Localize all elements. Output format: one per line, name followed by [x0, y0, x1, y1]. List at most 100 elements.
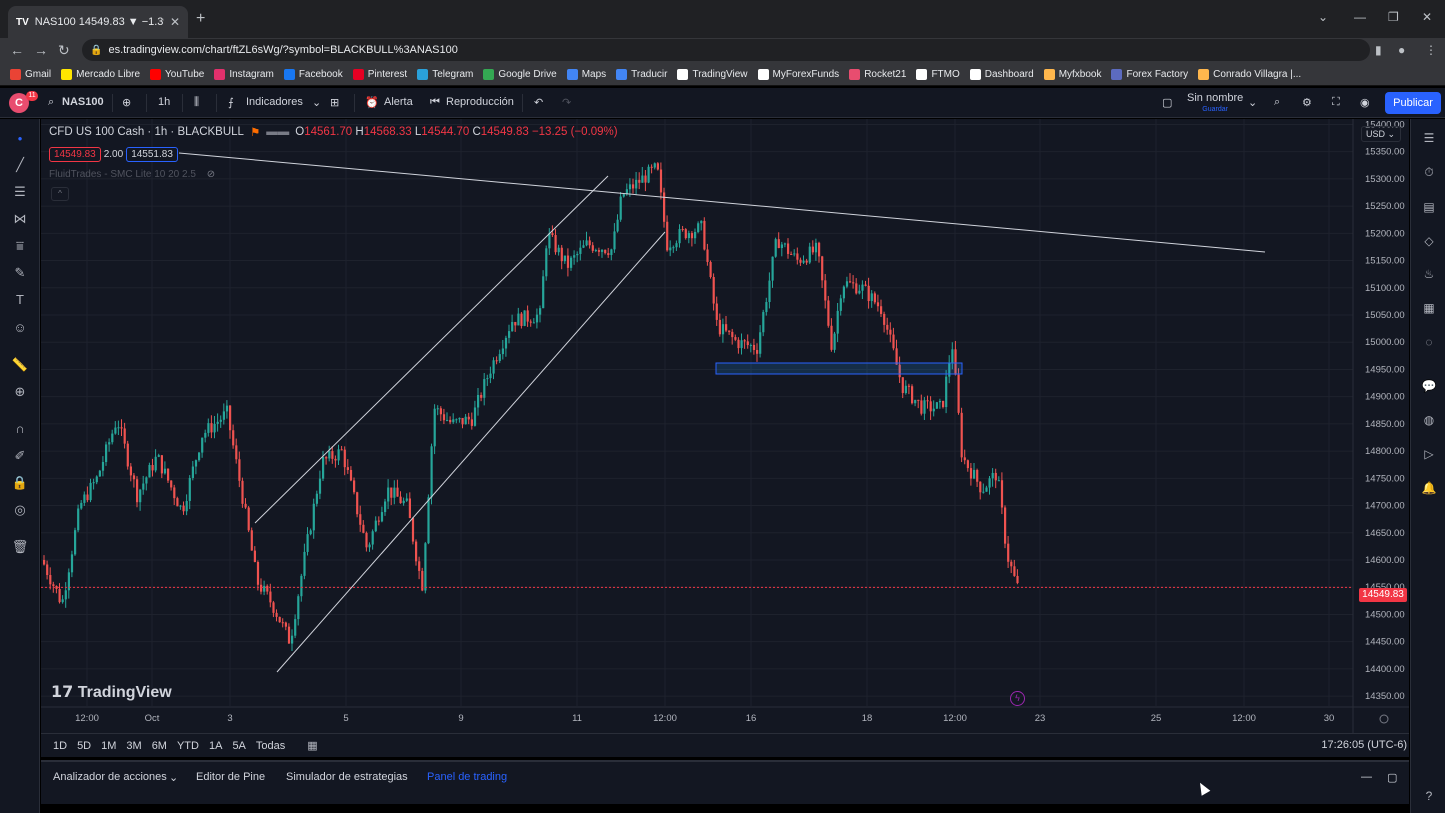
legend-toggle-icon[interactable]: ▬▬	[266, 126, 290, 138]
tab-stock-screener[interactable]: Analizador de acciones	[53, 771, 167, 783]
pattern-icon[interactable]: ⋈	[13, 211, 27, 226]
symbol-search-icon[interactable]: ⌕	[48, 96, 55, 108]
chevron-down-icon[interactable]: ⌄	[169, 772, 179, 784]
emoji-icon[interactable]: ☺	[13, 320, 27, 335]
buy-button[interactable]: 14551.83	[126, 147, 178, 162]
timeframe-button[interactable]: 1M	[101, 739, 117, 752]
notifications-bell-icon[interactable]: 🔔	[1421, 481, 1437, 495]
publish-button[interactable]: Publicar	[1385, 92, 1441, 114]
bookmark-item[interactable]: TradingView	[677, 69, 748, 80]
browser-tab[interactable]: TV NAS100 14549.83 ▼ −1.3% Sin n ✕	[8, 6, 188, 38]
date-range-calendar-icon[interactable]: ▦	[307, 740, 318, 752]
timeframe-button[interactable]: 3M	[126, 739, 142, 752]
bookmark-item[interactable]: Google Drive	[483, 69, 557, 80]
bookmark-item[interactable]: Forex Factory	[1111, 69, 1188, 80]
close-tab-icon[interactable]: ✕	[169, 15, 180, 29]
bookmark-item[interactable]: Pinterest	[352, 69, 407, 80]
candle-type-icon[interactable]: ⫼	[194, 96, 200, 108]
horizontal-lines-icon[interactable]: ☰	[14, 184, 26, 199]
tab-strategy-tester[interactable]: Simulador de estrategias	[286, 771, 408, 783]
forward-icon[interactable]: →	[34, 42, 48, 58]
profile-avatar[interactable]: ●	[1398, 43, 1406, 57]
bookmark-item[interactable]: Instagram	[214, 69, 274, 80]
hidden-eye-icon[interactable]: ⊘	[206, 169, 216, 180]
hotlist-flame-icon[interactable]: ♨	[1423, 267, 1435, 281]
bookmark-item[interactable]: Mercado Libre	[61, 69, 140, 80]
alert-button[interactable]: Alerta	[384, 96, 413, 108]
replay-button[interactable]: Reproducción	[446, 96, 514, 108]
bookmark-item[interactable]: Rocket21	[849, 69, 906, 80]
fullscreen-icon[interactable]: ⛶	[1332, 96, 1340, 108]
back-icon[interactable]: ←	[10, 42, 24, 58]
bookmark-item[interactable]: Dashboard	[969, 69, 1034, 80]
lock-icon[interactable]: 🔒	[11, 475, 29, 490]
ruler-icon[interactable]: 📏	[11, 357, 29, 372]
user-avatar[interactable]: C	[9, 93, 29, 113]
close-window-icon[interactable]: ✕	[1422, 10, 1433, 24]
undo-icon[interactable]: ↶	[534, 97, 544, 109]
bookmark-item[interactable]: Facebook	[283, 69, 343, 80]
tab-search-icon[interactable]: ⌄	[1318, 10, 1329, 24]
menu-icon[interactable]: ⋮	[1425, 43, 1437, 57]
quick-search-icon[interactable]: ⌕	[1274, 96, 1281, 108]
maximize-panel-icon[interactable]: ▢	[1387, 772, 1398, 784]
sell-button[interactable]: 14549.83	[49, 147, 101, 162]
indicator-legend[interactable]: FluidTrades - SMC Lite 10 20 2.5 ⊘	[49, 169, 216, 180]
trend-line-icon[interactable]: ╱	[16, 157, 24, 172]
url-input[interactable]: 🔒 es.tradingview.com/chart/ftZL6sWg/?sym…	[82, 39, 1370, 61]
timeframe-button[interactable]: 1A	[208, 739, 223, 752]
templates-icon[interactable]: ⊞	[330, 97, 340, 109]
reload-icon[interactable]: ↻	[58, 42, 70, 58]
flag-icon[interactable]: ⚑	[249, 127, 261, 139]
sidebar-icon[interactable]: ▮	[1375, 43, 1382, 57]
symbol-search-button[interactable]: NAS100	[62, 96, 104, 108]
draw-mode-icon[interactable]: ✐	[14, 448, 26, 463]
magnet-icon[interactable]: ∩	[15, 421, 25, 436]
timeframe-button[interactable]: Todas	[255, 739, 286, 752]
forecast-icon[interactable]: ⩸	[16, 238, 24, 253]
timeframe-button[interactable]: 5A	[232, 739, 246, 752]
compare-add-icon[interactable]: ⊕	[122, 97, 132, 109]
calendar-icon[interactable]: ▦	[1423, 301, 1435, 315]
indicators-button[interactable]: Indicadores	[246, 96, 303, 108]
maximize-icon[interactable]: ❐	[1388, 10, 1399, 24]
cursor-dot-icon[interactable]: •	[17, 131, 23, 146]
price-chart[interactable]: 15400.00 15350.00 15300.00 15250.00 15200.00…	[41, 119, 1409, 733]
eye-icon[interactable]: ◎	[14, 502, 26, 517]
ideas-bulb-icon[interactable]: ◌	[1425, 335, 1433, 349]
bookmark-item[interactable]: YouTube	[150, 69, 204, 80]
collapse-legend-button[interactable]: ^	[51, 187, 69, 201]
bookmark-item[interactable]: FTMO	[916, 69, 960, 80]
camera-icon[interactable]: ◉	[1360, 97, 1370, 109]
bookmark-item[interactable]: Gmail	[10, 69, 51, 80]
event-lightning-icon[interactable]: ϟ	[1010, 691, 1025, 706]
watchlist-icon[interactable]: ☰	[1423, 131, 1435, 145]
layout-square-icon[interactable]: ▢	[1162, 97, 1173, 109]
redo-icon[interactable]: ↷	[562, 97, 572, 109]
zoom-in-icon[interactable]: ⊕	[14, 384, 26, 399]
bookmark-item[interactable]: Myfxbook	[1043, 69, 1101, 80]
brush-icon[interactable]: ✎	[14, 265, 26, 280]
bookmark-item[interactable]: Traducir	[616, 69, 667, 80]
chat-icon[interactable]: 💬	[1421, 379, 1437, 393]
interval-button[interactable]: 1h	[158, 96, 171, 108]
bookmark-item[interactable]: Conrado Villagra |...	[1198, 69, 1301, 80]
trash-icon[interactable]: 🗑	[11, 539, 29, 554]
timeframe-button[interactable]: YTD	[176, 739, 199, 752]
bookmark-item[interactable]: MyForexFunds	[757, 69, 839, 80]
play-icon[interactable]: ▷	[1424, 447, 1434, 461]
new-tab-icon[interactable]: +	[196, 10, 206, 27]
chevron-down-icon[interactable]: ⌄	[312, 97, 322, 109]
timeframe-button[interactable]: 6M	[151, 739, 167, 752]
minimize-panel-icon[interactable]: —	[1361, 771, 1372, 783]
layers-icon[interactable]: ◇	[1424, 234, 1434, 248]
bookmark-item[interactable]: Maps	[566, 69, 606, 80]
help-icon[interactable]: ?	[1425, 789, 1433, 803]
layout-name-button[interactable]: Sin nombre Guardar	[1187, 92, 1243, 116]
candlestick-chart[interactable]: 15400.00 15350.00 15300.00 15250.00 15200.00…	[41, 119, 1409, 733]
details-icon[interactable]: ▤	[1423, 200, 1435, 214]
timeframe-button[interactable]: 1D	[53, 739, 68, 752]
timeframe-button[interactable]: 5D	[77, 739, 92, 752]
bookmark-item[interactable]: Telegram	[417, 69, 473, 80]
tab-pine-editor[interactable]: Editor de Pine	[196, 771, 266, 783]
